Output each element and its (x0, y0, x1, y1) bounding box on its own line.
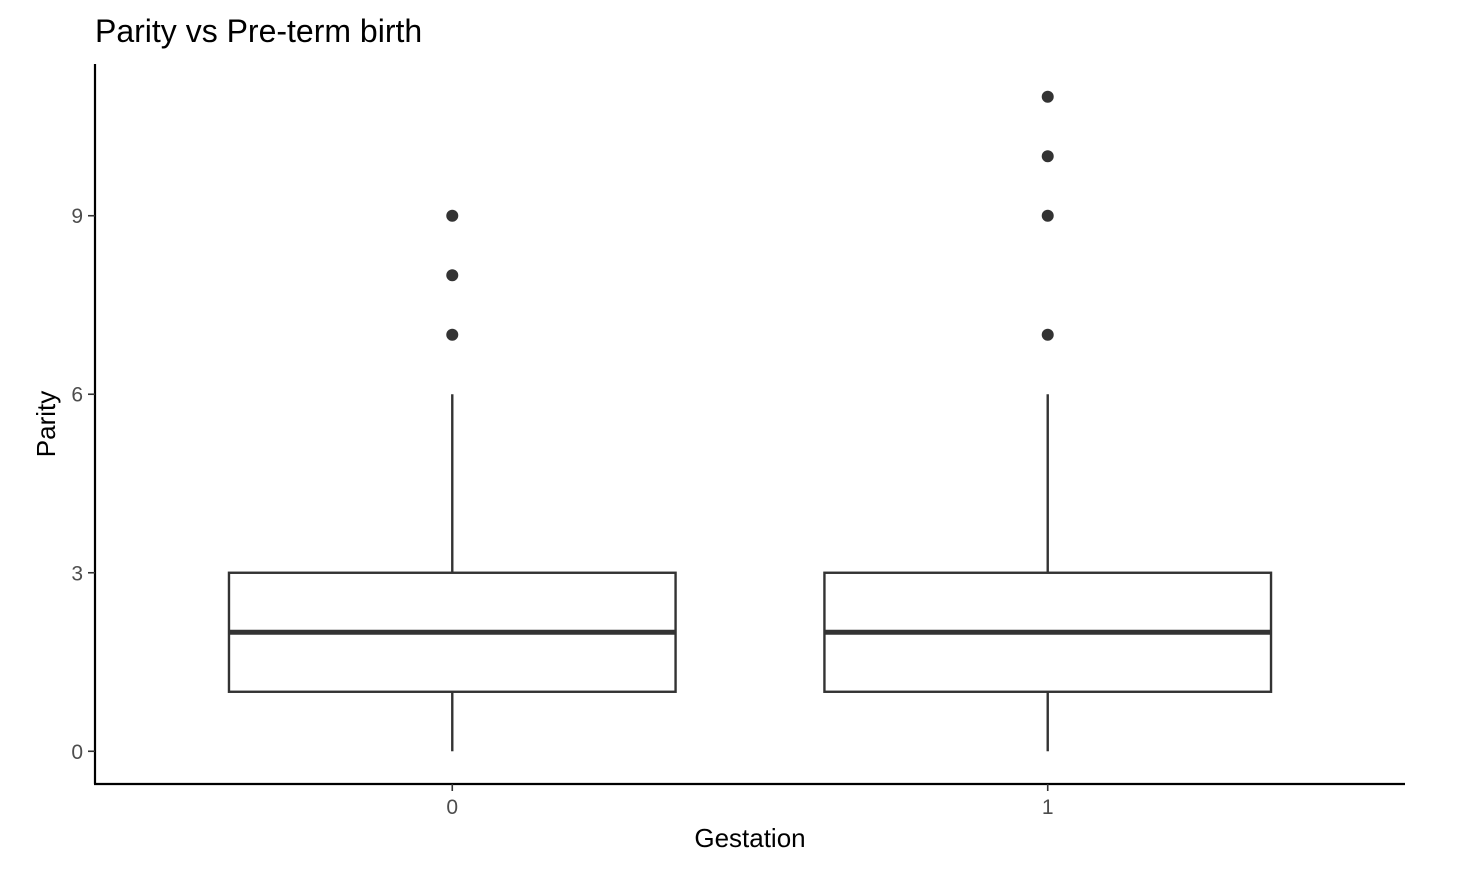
outlier-point (1041, 150, 1054, 163)
y-tick-label: 3 (71, 562, 83, 585)
y-tick-label: 9 (71, 205, 83, 228)
chart-title: Parity vs Pre-term birth (95, 13, 422, 49)
y-tick-label: 6 (71, 384, 83, 407)
outlier-point (1041, 90, 1054, 103)
outlier-point (1041, 209, 1054, 222)
x-tick-label: 0 (446, 796, 458, 819)
box-group-0 (227, 209, 677, 752)
outlier-point (446, 209, 459, 222)
outlier-point (446, 269, 459, 282)
y-tick-label: 0 (71, 741, 83, 764)
box-group-1 (823, 90, 1273, 752)
outlier-point (446, 328, 459, 341)
y-axis-ticks: 0 3 6 9 (71, 205, 95, 764)
outlier-point (1041, 328, 1054, 341)
plot-area (227, 90, 1273, 752)
x-tick-label: 1 (1042, 796, 1054, 819)
x-axis-title: Gestation (694, 823, 805, 853)
y-axis-title: Parity (31, 391, 61, 457)
